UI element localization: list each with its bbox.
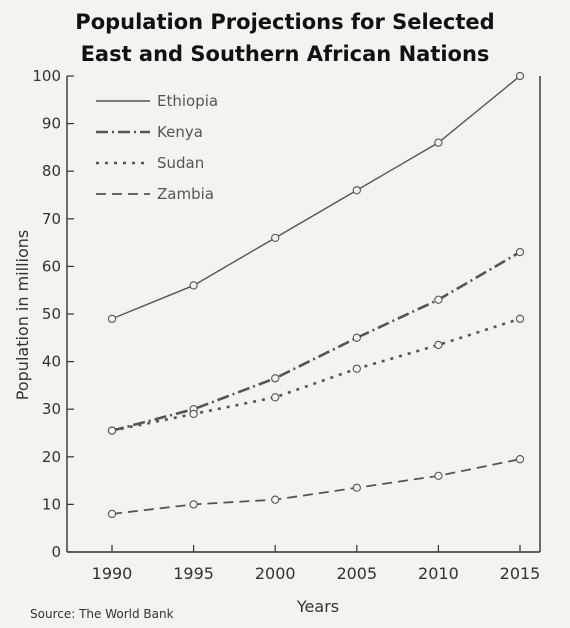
legend-label-kenya: Kenya (157, 123, 203, 141)
data-point-sudan (189, 409, 198, 419)
data-point-kenya (271, 374, 280, 383)
x-tick-label: 2010 (418, 564, 459, 583)
legend: Ethiopia Kenya Sudan Zambia (96, 92, 218, 203)
data-point-ethiopia (434, 138, 443, 147)
y-tick-label: 100 (32, 67, 61, 85)
chart-title-line-2: East and Southern African Nations (80, 42, 490, 66)
data-point-sudan (352, 364, 361, 373)
data-point-zambia (189, 500, 198, 509)
data-point-zambia (515, 455, 525, 464)
data-point-sudan (107, 426, 117, 435)
y-tick-label: 60 (42, 257, 61, 275)
legend-label-ethiopia: Ethiopia (157, 92, 218, 110)
y-tick-label: 80 (42, 162, 61, 180)
series-line-kenya (111, 250, 521, 432)
legend-label-sudan: Sudan (157, 154, 204, 172)
x-tick-label: 2015 (500, 564, 541, 583)
series-line-zambia (111, 458, 521, 515)
y-tick-label: 30 (42, 400, 61, 418)
data-point-ethiopia (352, 186, 361, 195)
y-tick-label: 70 (42, 210, 61, 228)
x-tick-label: 2000 (255, 564, 296, 583)
x-tick-label: 1995 (173, 564, 214, 583)
data-point-kenya (515, 247, 525, 257)
data-point-sudan (434, 340, 443, 350)
y-tick-label: 10 (42, 495, 61, 513)
data-point-zambia (107, 509, 117, 519)
x-axis-label: Years (296, 597, 339, 616)
series-lines (111, 75, 521, 515)
chart-title: Population Projections for Selected East… (0, 6, 570, 70)
data-point-ethiopia (515, 71, 525, 81)
axes: 0 10 20 30 40 50 60 70 80 90 100 1990 1995 2000 2005 20… (32, 67, 541, 583)
data-point-kenya (434, 295, 443, 304)
data-point-sudan (515, 314, 525, 323)
x-tick-label: 1990 (92, 564, 133, 583)
series-markers (107, 71, 525, 519)
series-line-sudan (111, 317, 521, 432)
data-point-zambia (434, 471, 443, 480)
data-point-ethiopia (271, 233, 280, 242)
y-axis-label: Population in millions (13, 230, 32, 400)
y-tick-label: 40 (42, 353, 61, 371)
data-point-sudan (271, 393, 280, 402)
y-tick-label: 0 (51, 543, 61, 561)
data-point-ethiopia (107, 314, 117, 323)
data-point-ethiopia (189, 281, 198, 290)
source-note: Source: The World Bank (30, 607, 174, 621)
y-tick-label: 50 (42, 305, 61, 323)
y-tick-label: 90 (42, 115, 61, 133)
legend-label-zambia: Zambia (157, 185, 214, 203)
data-point-kenya (352, 333, 361, 342)
data-point-zambia (271, 495, 280, 504)
y-tick-label: 20 (42, 448, 61, 466)
data-point-zambia (352, 483, 361, 492)
chart-title-line-1: Population Projections for Selected (75, 10, 495, 34)
series-line-ethiopia (111, 75, 521, 320)
x-tick-label: 2005 (336, 564, 377, 583)
